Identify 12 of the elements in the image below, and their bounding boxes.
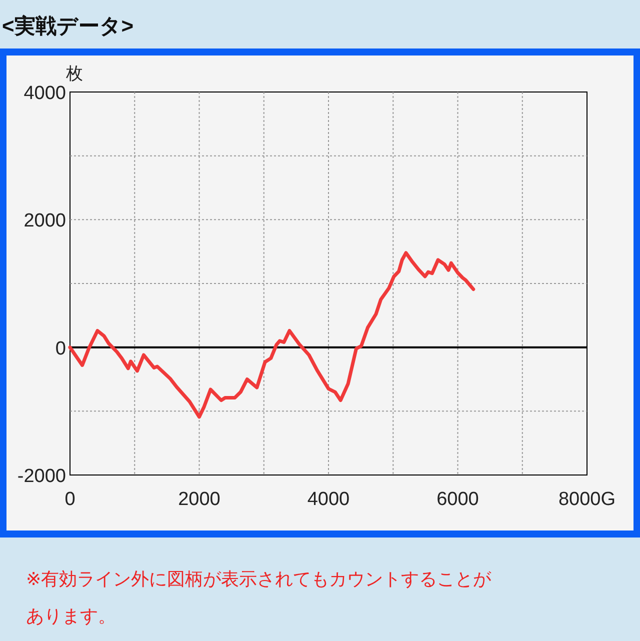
x-tick-label: 2000 bbox=[178, 489, 220, 510]
y-axis-title: 枚 bbox=[65, 64, 83, 83]
y-tick-label: 2000 bbox=[24, 210, 66, 232]
line-series bbox=[68, 251, 476, 419]
x-tick-label: 4000 bbox=[307, 489, 350, 510]
y-tick-label: 4000 bbox=[24, 83, 66, 104]
x-tick-label: 8000G bbox=[558, 489, 616, 510]
y-tick-label: 0 bbox=[55, 338, 66, 360]
y-tick-label: -2000 bbox=[17, 466, 66, 487]
x-tick-label: 6000 bbox=[436, 489, 479, 510]
chart-title: <実戦データ> bbox=[2, 14, 134, 38]
text: ※有効ライン外に図柄が表示されてもカウントすることがあります。 bbox=[26, 569, 492, 626]
